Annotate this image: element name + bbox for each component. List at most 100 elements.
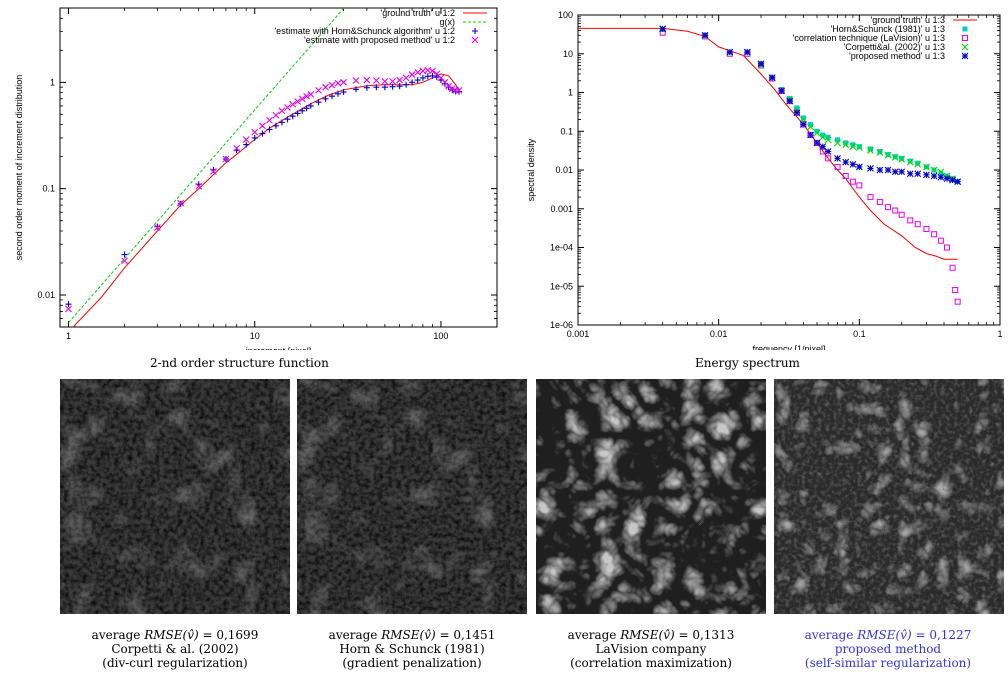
- left-series-estimate-with-horn-schunck-algorithm-u-1-2-point: [329, 93, 336, 100]
- left-x-tick-label: 100: [433, 331, 448, 341]
- right-series-proposed-method-u-1-3-point: [842, 158, 850, 166]
- left-series-estimate-with-proposed-method-u-1-2-point: [298, 95, 306, 103]
- left-legend-swatch: [471, 36, 479, 44]
- right-series-proposed-method-u-1-3-point: [914, 170, 922, 178]
- right-y-tick-label: 1e-06: [550, 320, 573, 330]
- right-series-proposed-method-u-1-3-point: [937, 173, 945, 181]
- left-series-estimate-with-proposed-method-u-1-2-point: [210, 168, 217, 175]
- right-series-correlation-technique-lavision-u-1-3-point: [954, 298, 961, 305]
- left-series-estimate-with-proposed-method-u-1-2-point: [414, 69, 422, 76]
- left-series-estimate-with-horn-schunck-algorithm-u-1-2-point: [433, 74, 440, 81]
- left-series-estimate-with-proposed-method-u-1-2-point: [65, 305, 72, 313]
- right-series-horn-schunck-1981-u-1-3-point: [907, 158, 913, 164]
- left-series-ground-truth-u-1-2-line: [72, 73, 460, 327]
- structure-function-chart: 1 10 100 0.01 0.1 1 increment [pixel] second or…: [14, 7, 498, 350]
- right-series-proposed-method-u-1-3-point: [849, 160, 857, 168]
- right-series-proposed-method-u-1-3-point: [824, 148, 832, 155]
- left-series-estimate-with-proposed-method-u-1-2-point: [242, 136, 250, 143]
- structure-function-caption: 2-nd order structure function: [150, 356, 329, 370]
- lavision-caption: average RMSE(v̂) = 0,1313 LaVision compa…: [567, 628, 735, 670]
- right-series-proposed-method-u-1-3-point: [876, 166, 884, 174]
- right-series-corpetti-al-2002-u-1-3-point: [855, 144, 863, 151]
- right-y-tick-label: 0.001: [550, 204, 573, 214]
- left-series-estimate-with-proposed-method-u-1-2-point: [266, 116, 273, 124]
- left-legend-label: 'ground truth' u 1:2: [381, 8, 456, 18]
- left-series-estimate-with-horn-schunck-algorithm-u-1-2-point: [278, 119, 285, 126]
- left-plot-area: [65, 8, 463, 327]
- left-series-estimate-with-horn-schunck-algorithm-u-1-2-point: [266, 126, 273, 133]
- right-series-proposed-method-u-1-3-point: [786, 97, 794, 105]
- left-series-estimate-with-horn-schunck-algorithm-u-1-2-point: [294, 110, 301, 117]
- right-plot-area: [578, 25, 962, 305]
- left-series-estimate-with-proposed-method-u-1-2-point: [177, 199, 185, 207]
- left-series-estimate-with-proposed-method-u-1-2-point: [222, 155, 230, 163]
- right-series-proposed-method-u-1-3-point: [898, 168, 906, 176]
- right-series-horn-schunck-1981-u-1-3-point: [843, 140, 849, 146]
- left-series-estimate-with-proposed-method-u-1-2-point: [334, 79, 342, 87]
- left-series-estimate-with-horn-schunck-algorithm-u-1-2-point: [373, 84, 380, 91]
- right-series-corpetti-al-2002-u-1-3-point: [813, 129, 821, 137]
- right-x-tick-label: 1: [997, 329, 1002, 339]
- right-series-proposed-method-u-1-3-point: [855, 163, 863, 171]
- left-series-estimate-with-horn-schunck-algorithm-u-1-2-point: [403, 81, 410, 88]
- right-y-tick-label: 1: [568, 88, 573, 98]
- right-series-correlation-technique-lavision-u-1-3-point: [876, 198, 883, 205]
- right-y-axis-label: spectral density: [526, 138, 536, 201]
- left-series-g-x: [68, 8, 345, 323]
- corpetti-caption: average RMSE(v̂) = 0,1699 Corpetti & al.…: [91, 628, 259, 670]
- right-x-tick-label: 0.1: [853, 329, 866, 339]
- left-series-estimate-with-proposed-method-u-1-2-point: [322, 83, 329, 91]
- right-series-proposed-method-u-1-3-point: [768, 74, 776, 82]
- right-series-correlation-technique-lavision-u-1-3-point: [892, 207, 899, 214]
- right-series-horn-schunck-1981-u-1-3-point: [820, 132, 826, 138]
- left-series-estimate-with-horn-schunck-algorithm-u-1-2-point: [272, 122, 279, 129]
- right-series-correlation-technique-lavision-u-1-3-point: [856, 182, 863, 189]
- corpetti-field-image: [60, 379, 290, 614]
- right-legend-label: 'Horn&Schunck (1981)' u 1:3: [831, 24, 946, 34]
- right-series-corpetti-al-2002-u-1-3-point: [884, 151, 892, 159]
- left-series-estimate-with-horn-schunck-algorithm-u-1-2-point: [251, 134, 258, 141]
- left-series-estimate-with-proposed-method-u-1-2: [65, 66, 463, 313]
- left-series-estimate-with-horn-schunck-algorithm-u-1-2-point: [65, 301, 72, 308]
- left-series-estimate-with-horn-schunck-algorithm-u-1-2-point: [259, 130, 266, 137]
- left-series-estimate-with-horn-schunck-algorithm-u-1-2-point: [363, 84, 370, 91]
- right-series-horn-schunck-1981-u-1-3-point: [794, 105, 800, 111]
- left-series-estimate-with-horn-schunck-algorithm-u-1-2-point: [322, 95, 329, 102]
- left-series-estimate-with-proposed-method-u-1-2-point: [408, 71, 416, 79]
- left-series-estimate-with-proposed-method-u-1-2-point: [307, 91, 315, 98]
- left-series-estimate-with-horn-schunck-algorithm-u-1-2-point: [381, 84, 388, 91]
- right-y-tick-label: 100: [558, 10, 573, 20]
- left-series-estimate-with-horn-schunck-algorithm-u-1-2-point: [284, 116, 291, 123]
- right-series-corpetti-al-2002-u-1-3-point: [807, 123, 814, 131]
- right-series-correlation-technique-lavision-u-1-3-point: [849, 178, 856, 185]
- right-series-corpetti-al-2002-u-1-3-point: [906, 158, 914, 166]
- right-series-horn-schunck-1981-u-1-3-point: [814, 128, 820, 134]
- right-x-axis-label: frequency [1/pixel]: [752, 344, 825, 350]
- right-y-tick-label: 1e-05: [550, 281, 573, 291]
- right-series-horn-schunck-1981-u-1-3-point: [808, 121, 814, 127]
- right-series-proposed-method-u-1-3-point: [834, 154, 841, 162]
- right-series-proposed-method-u-1-3-point: [799, 121, 807, 128]
- left-series-estimate-with-horn-schunck-algorithm-u-1-2-point: [154, 223, 161, 230]
- energy-spectrum-caption: Energy spectrum: [695, 356, 800, 370]
- right-legend-label: 'proposed method' u 1:3: [849, 51, 945, 61]
- right-series-correlation-technique-lavision-u-1-3-point: [898, 211, 905, 218]
- right-series-corpetti-al-2002-u-1-3-point: [819, 133, 827, 141]
- right-series-correlation-technique-lavision-u-1-3-point: [923, 226, 930, 233]
- left-series-estimate-with-proposed-method-u-1-2-point: [153, 224, 161, 232]
- proposed-field-image: [774, 379, 1004, 614]
- left-series-estimate-with-horn-schunck-algorithm-u-1-2-point: [307, 102, 314, 109]
- left-series-estimate-with-horn-schunck-algorithm-u-1-2-point: [299, 107, 306, 114]
- right-series-correlation-technique-lavision-u-1-3-point: [842, 173, 849, 180]
- left-series-ground-truth-u-1-2: [72, 73, 460, 327]
- right-series-proposed-method-u-1-3-point: [884, 166, 892, 174]
- left-series-estimate-with-horn-schunck-algorithm-u-1-2-point: [419, 74, 426, 81]
- right-series-corpetti-al-2002-u-1-3-point: [799, 116, 807, 123]
- right-legend-swatch: [961, 52, 969, 60]
- right-legend-swatch: [962, 26, 968, 32]
- right-series-correlation-technique-lavision-u-1-3-point: [937, 237, 944, 244]
- right-series-proposed-method-u-1-3-point: [743, 48, 751, 56]
- left-y-tick-label: 0.01: [37, 290, 55, 300]
- right-legend-swatch: [962, 35, 968, 41]
- left-series-estimate-with-horn-schunck-algorithm-u-1-2-point: [353, 86, 360, 93]
